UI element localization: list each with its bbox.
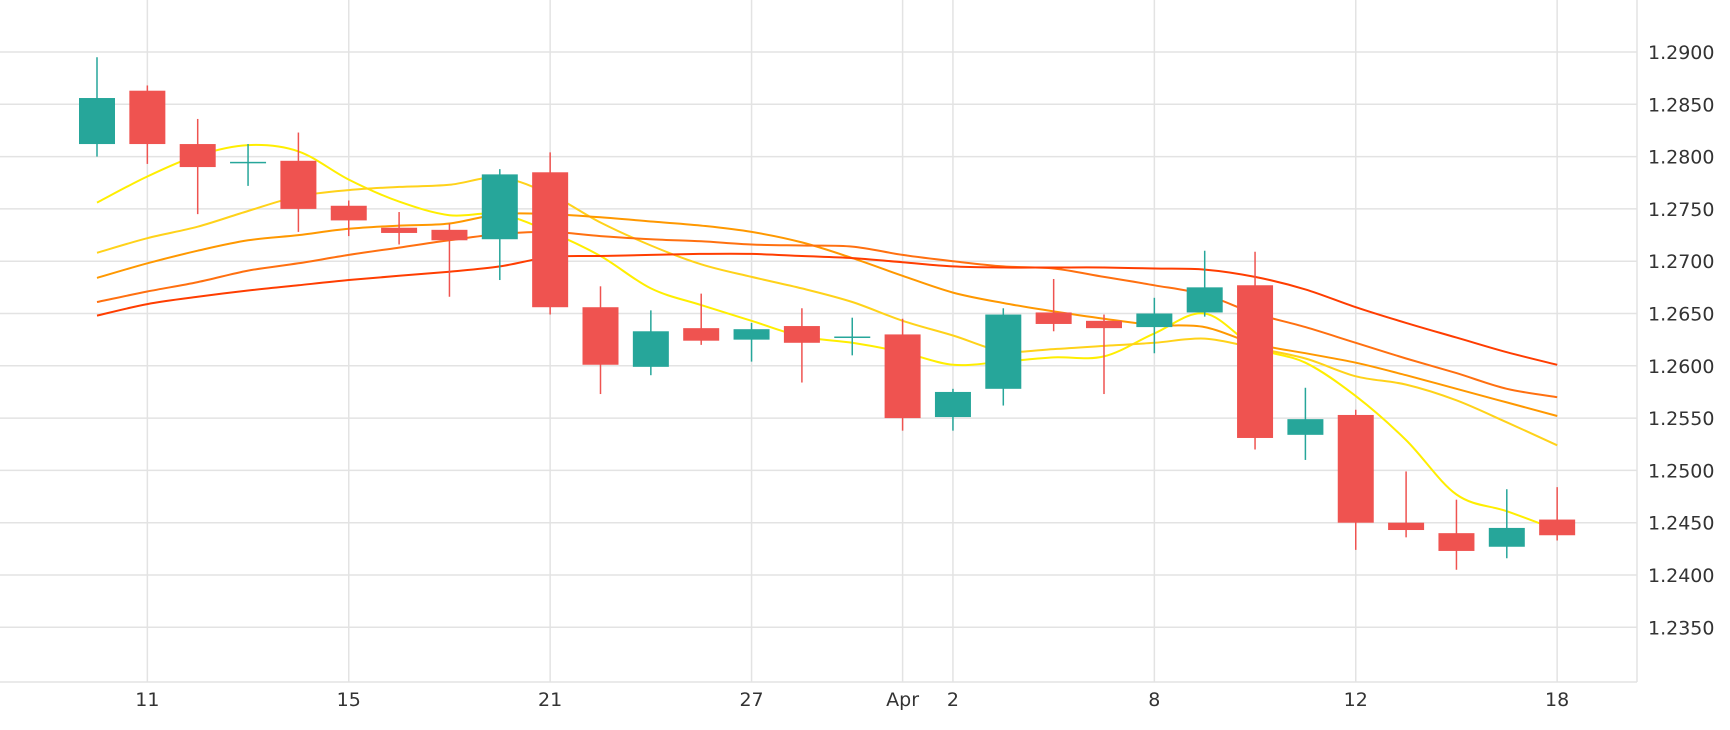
- candle: [733, 322, 770, 362]
- candle: [1035, 278, 1072, 332]
- candle: [179, 118, 216, 215]
- candle: [683, 293, 720, 345]
- y-tick-label: 1.2650: [1648, 304, 1714, 326]
- y-tick-label: 1.2500: [1648, 460, 1714, 482]
- candle-body-down: [1539, 519, 1576, 536]
- candle-body-down: [884, 334, 921, 419]
- candle: [1337, 409, 1374, 550]
- candle-body-up: [834, 336, 871, 339]
- y-tick-label: 1.2350: [1648, 617, 1714, 639]
- candle-body-down: [1237, 285, 1274, 438]
- candle-body-up: [1287, 419, 1324, 435]
- candle: [1136, 297, 1173, 354]
- y-tick-label: 1.2450: [1648, 513, 1714, 535]
- y-axis: 1.2900 1.2850 1.2800 1.2750 1.2700 1.2650 1.26…: [1648, 42, 1714, 639]
- candle: [280, 132, 317, 232]
- y-tick-label: 1.2550: [1648, 408, 1714, 430]
- y-tick-label: 1.2900: [1648, 42, 1714, 64]
- x-tick-label: Apr: [886, 689, 919, 711]
- x-tick-label: 27: [739, 689, 763, 711]
- candle-body-down: [431, 229, 468, 241]
- moving-average-line-5: [96, 252, 1558, 366]
- candle: [129, 85, 166, 164]
- candle: [1488, 489, 1525, 559]
- candle-body-down: [1438, 533, 1475, 551]
- moving-average-lines: [96, 143, 1558, 531]
- moving-average-line-2: [96, 176, 1558, 447]
- candle: [481, 169, 518, 281]
- candles: [79, 57, 1576, 570]
- x-tick-label: 21: [538, 689, 562, 711]
- candle-body-down: [179, 144, 216, 168]
- y-tick-label: 1.2400: [1648, 565, 1714, 587]
- candle: [381, 212, 418, 245]
- y-tick-label: 1.2600: [1648, 356, 1714, 378]
- candle: [1237, 251, 1274, 450]
- x-tick-label: 11: [135, 689, 159, 711]
- y-tick-label: 1.2800: [1648, 147, 1714, 169]
- candle: [834, 317, 871, 356]
- candle: [431, 223, 468, 297]
- candle: [1287, 387, 1324, 460]
- candle-body-down: [532, 172, 569, 308]
- candle: [582, 286, 619, 395]
- candle-body-up: [1488, 527, 1525, 547]
- candle-body-down: [582, 307, 619, 365]
- candle-body-down: [1086, 320, 1122, 329]
- candle: [985, 308, 1022, 406]
- x-tick-label: 18: [1545, 689, 1569, 711]
- candle: [1388, 471, 1425, 538]
- candle-body-down: [330, 205, 367, 221]
- x-tick-label: 12: [1344, 689, 1368, 711]
- x-tick-label: 2: [947, 689, 959, 711]
- candle: [330, 200, 367, 237]
- candle-body-down: [381, 227, 418, 233]
- candle-body-up: [985, 314, 1022, 389]
- candle: [1186, 250, 1223, 317]
- candle-body-up: [733, 329, 770, 340]
- candle-body-up: [632, 331, 669, 367]
- candle-body-up: [1136, 313, 1173, 328]
- candle-body-down: [129, 90, 166, 145]
- candle-body-down: [1035, 312, 1072, 324]
- candle: [934, 388, 971, 431]
- candle-body-up: [934, 391, 971, 418]
- x-axis: 11 15 21 27 Apr 2 8 12 18: [135, 689, 1569, 711]
- candle: [79, 57, 115, 157]
- candle: [632, 310, 669, 376]
- candle: [1438, 499, 1475, 570]
- candle: [1086, 314, 1122, 395]
- candle-body-down: [783, 326, 820, 343]
- candle-body-up: [1186, 287, 1223, 313]
- candle-body-down: [683, 328, 720, 341]
- moving-average-line-3: [96, 212, 1558, 417]
- moving-average-line-1: [96, 143, 1558, 531]
- y-tick-label: 1.2750: [1648, 199, 1714, 221]
- candle: [230, 144, 267, 186]
- candle-body-down: [1388, 522, 1425, 531]
- candle-body-down: [280, 160, 317, 209]
- moving-average-line-4: [96, 230, 1558, 399]
- y-tick-label: 1.2850: [1648, 94, 1714, 116]
- candle: [1539, 487, 1576, 541]
- candle: [884, 318, 921, 431]
- candle-body-up: [481, 174, 518, 240]
- candle-body-up: [79, 98, 115, 145]
- candle: [783, 308, 820, 383]
- candle-body-up: [230, 161, 267, 164]
- candle-body-down: [1337, 414, 1374, 523]
- y-tick-label: 1.2700: [1648, 251, 1714, 273]
- x-tick-label: 15: [337, 689, 361, 711]
- candle: [532, 152, 569, 315]
- x-tick-label: 8: [1148, 689, 1160, 711]
